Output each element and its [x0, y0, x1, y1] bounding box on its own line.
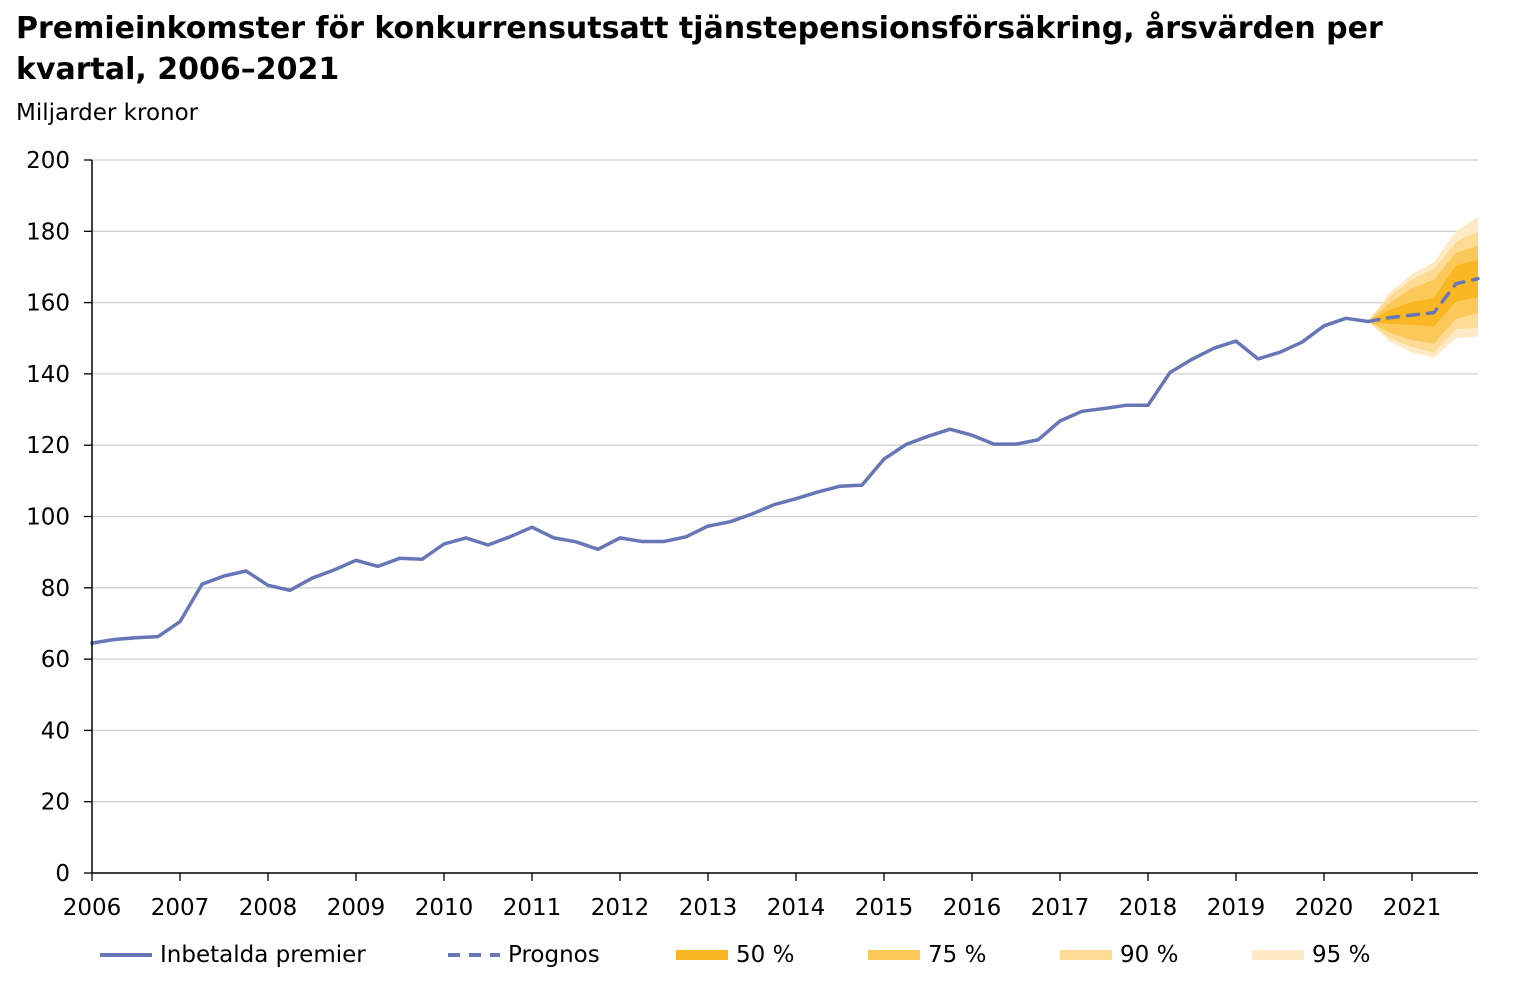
x-tick-label: 2019	[1207, 895, 1266, 921]
forecast-line	[1366, 276, 1480, 324]
legend-label: Inbetalda premier	[160, 942, 366, 968]
y-tick-label: 200	[26, 148, 70, 174]
legend-solid-line-swatch	[100, 953, 152, 957]
x-tick-label: 2008	[239, 895, 298, 921]
legend-band-swatch	[1252, 950, 1304, 960]
x-tick-label: 2014	[767, 895, 826, 921]
legend-dashed-line-swatch	[448, 953, 500, 957]
y-tick-label: 80	[41, 576, 70, 602]
x-tick-label: 2018	[1119, 895, 1178, 921]
legend: Inbetalda premier Prognos 50 % 75 % 90 %…	[0, 938, 1523, 978]
series-lines	[90, 276, 1480, 645]
legend-item-inbetalda-premier: Inbetalda premier	[100, 942, 366, 968]
y-tick-label: 180	[26, 219, 70, 245]
y-tick-label: 60	[41, 647, 70, 673]
legend-label: Prognos	[508, 942, 600, 968]
legend-item-95: 95 %	[1252, 942, 1370, 968]
x-tick-label: 2010	[415, 895, 474, 921]
y-tick-label: 140	[26, 362, 70, 388]
y-tick-label: 160	[26, 291, 70, 317]
x-tick-label: 2013	[679, 895, 738, 921]
x-axis-ticks: 2006 2007 2008 2009 2010 2011 2012 2013 2014 2015…	[63, 873, 1442, 921]
legend-item-50: 50 %	[676, 942, 794, 968]
x-tick-label: 2012	[591, 895, 650, 921]
legend-band-swatch	[868, 950, 920, 960]
forecast-bands	[1368, 217, 1478, 358]
x-tick-label: 2011	[503, 895, 562, 921]
y-unit-label: Miljarder kronor	[16, 100, 199, 126]
gridlines	[92, 159, 1478, 803]
y-axis-ticks: 0 20 40 60 80 100 120 140 160 180 200	[26, 148, 92, 887]
y-tick-label: 20	[41, 790, 70, 816]
y-tick-label: 40	[41, 718, 70, 744]
legend-item-prognos: Prognos	[448, 942, 600, 968]
legend-band-swatch	[676, 950, 728, 960]
legend-item-75: 75 %	[868, 942, 986, 968]
chart-area: 0 20 40 60 80 100 120 140 160 180 200 2006 2007 2008…	[26, 148, 1480, 921]
legend-label: 95 %	[1312, 942, 1371, 968]
x-tick-label: 2009	[327, 895, 386, 921]
x-tick-label: 2017	[1031, 895, 1090, 921]
legend-label: 90 %	[1120, 942, 1179, 968]
x-tick-label: 2020	[1295, 895, 1354, 921]
chart-title: Premieinkomster för konkurrensutsatt tjä…	[16, 11, 1383, 87]
legend-label: 50 %	[736, 942, 795, 968]
forecast-band-50	[1368, 259, 1478, 327]
x-tick-label: 2007	[151, 895, 210, 921]
legend-label: 75 %	[928, 942, 987, 968]
y-tick-label: 120	[26, 433, 70, 459]
x-tick-label: 2006	[63, 895, 122, 921]
actual-line	[90, 316, 1370, 645]
y-tick-label: 100	[26, 505, 70, 531]
legend-band-swatch	[1060, 950, 1112, 960]
x-tick-label: 2016	[943, 895, 1002, 921]
x-tick-label: 2021	[1383, 895, 1442, 921]
y-tick-label: 0	[55, 861, 70, 887]
x-tick-label: 2015	[855, 895, 914, 921]
legend-item-90: 90 %	[1060, 942, 1178, 968]
